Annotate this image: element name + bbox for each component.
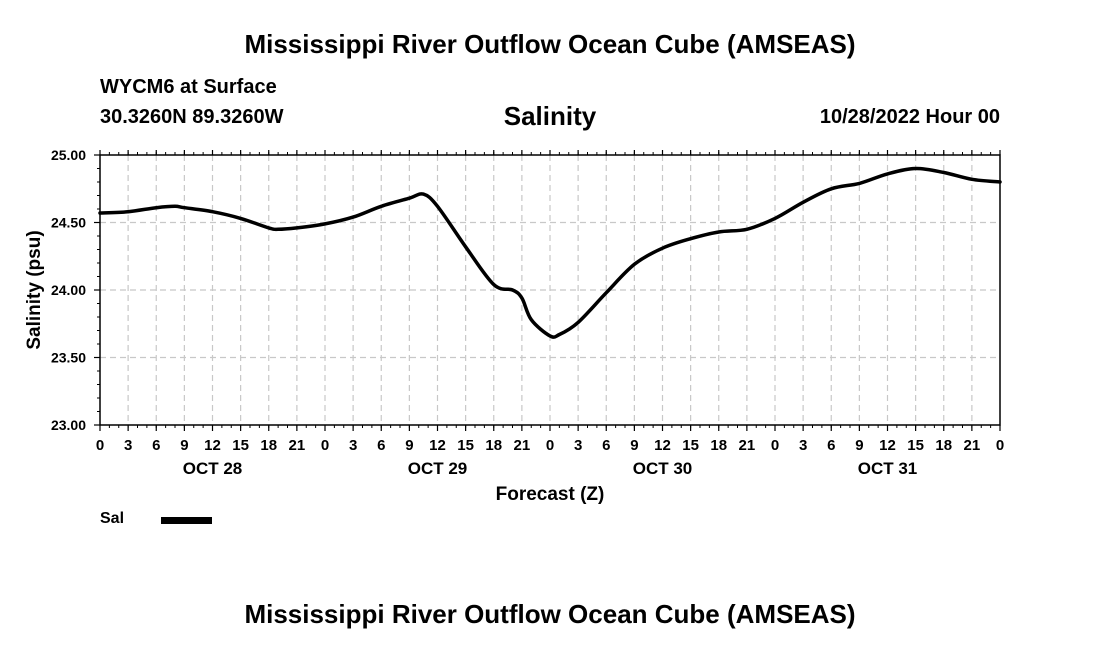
x-tick-label: 12 xyxy=(654,437,671,454)
forecast-datetime: 10/28/2022 Hour 00 xyxy=(819,106,1000,128)
x-tick-label: 3 xyxy=(124,437,132,454)
x-tick-label: 9 xyxy=(855,437,863,454)
x-tick-label: 3 xyxy=(799,437,807,454)
legend-label: Sal xyxy=(100,510,125,527)
x-tick-label: 15 xyxy=(457,437,474,454)
y-axis-label: Salinity (psu) xyxy=(24,230,45,349)
station-coordinates: 30.3260N 89.3260W xyxy=(100,106,284,128)
x-axis-label: Forecast (Z) xyxy=(496,484,605,505)
x-tick-label: 18 xyxy=(710,437,727,454)
x-tick-label: 21 xyxy=(514,437,531,454)
x-tick-label: 0 xyxy=(771,437,779,454)
x-tick-label: 0 xyxy=(996,437,1004,454)
x-tick-label: 6 xyxy=(152,437,160,454)
y-tick-label: 24.00 xyxy=(51,282,86,298)
y-tick-label: 23.50 xyxy=(51,350,86,366)
x-tick-label: 9 xyxy=(180,437,188,454)
day-label: OCT 30 xyxy=(633,459,693,478)
x-tick-label: 12 xyxy=(204,437,221,454)
y-tick-labels: 23.00 23.50 24.00 24.50 25.00 xyxy=(51,147,86,433)
chart-subtitle: Salinity xyxy=(503,101,597,131)
x-tick-label: 21 xyxy=(289,437,306,454)
x-tick-label: 6 xyxy=(602,437,610,454)
x-tick-label: 6 xyxy=(827,437,835,454)
chart-grid xyxy=(100,155,1000,425)
x-tick-label: 0 xyxy=(96,437,104,454)
legend-swatch xyxy=(161,517,212,524)
x-tick-label: 9 xyxy=(405,437,413,454)
x-tick-label: 12 xyxy=(879,437,896,454)
y-tick-label: 24.50 xyxy=(51,215,86,231)
x-tick-label: 21 xyxy=(739,437,756,454)
x-tick-label: 18 xyxy=(485,437,502,454)
x-tick-label: 18 xyxy=(260,437,277,454)
day-labels: OCT 28 OCT 29 OCT 30 OCT 31 xyxy=(183,459,918,478)
x-tick-label: 15 xyxy=(682,437,699,454)
day-label: OCT 29 xyxy=(408,459,468,478)
salinity-chart: 23.00 23.50 24.00 24.50 25.00 0 3 6 9 12 15 18 21 0 3… xyxy=(24,147,1004,505)
x-tick-label: 6 xyxy=(377,437,385,454)
x-tick-labels: 0 3 6 9 12 15 18 21 0 3 6 9 12 15 18 21 0 3 6 9 12 15 18 21 0 3 6 9… xyxy=(96,437,1004,454)
x-tick-label: 15 xyxy=(232,437,249,454)
x-tick-label: 3 xyxy=(574,437,582,454)
day-label: OCT 31 xyxy=(858,459,918,478)
main-title: Mississippi River Outflow Ocean Cube (AM… xyxy=(244,29,856,59)
plot-frame xyxy=(99,154,1001,426)
y-tick-label: 25.00 xyxy=(51,147,86,163)
x-tick-label: 18 xyxy=(935,437,952,454)
x-tick-label: 3 xyxy=(349,437,357,454)
footer-title: Mississippi River Outflow Ocean Cube (AM… xyxy=(244,599,856,629)
x-tick-label: 21 xyxy=(964,437,981,454)
station-label: WYCM6 at Surface xyxy=(100,76,277,98)
x-tick-label: 0 xyxy=(546,437,554,454)
y-tick-label: 23.00 xyxy=(51,417,86,433)
x-tick-label: 0 xyxy=(321,437,329,454)
x-tick-label: 12 xyxy=(429,437,446,454)
day-label: OCT 28 xyxy=(183,459,243,478)
series-line-sal xyxy=(98,166,1002,339)
x-tick-label: 15 xyxy=(907,437,924,454)
x-tick-label: 9 xyxy=(630,437,638,454)
